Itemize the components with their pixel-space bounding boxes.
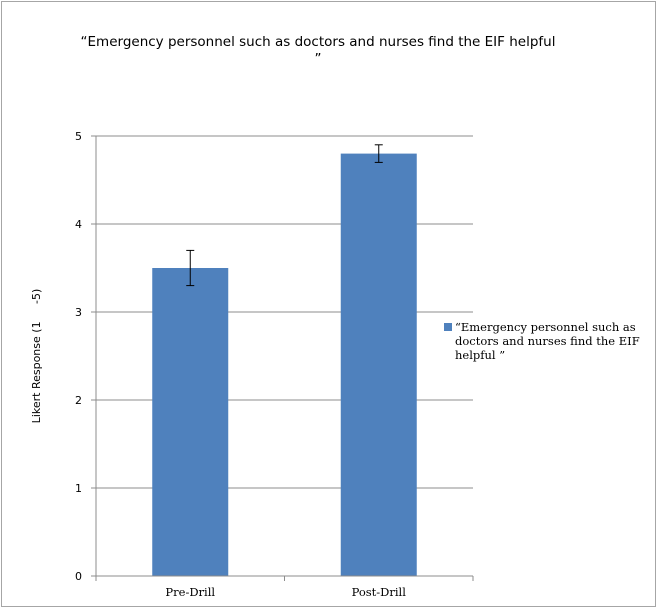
legend-label: “Emergency personnel such as doctors and…: [455, 320, 640, 362]
bar: [152, 268, 229, 576]
y-tick-label: 5: [75, 130, 82, 143]
x-tick-label: Post-Drill: [352, 585, 407, 599]
y-tick-label: 0: [75, 570, 82, 583]
error-bars: [186, 144, 383, 287]
y-tick-label: 1: [75, 482, 82, 495]
y-tick-label: 3: [75, 306, 82, 319]
x-tick-label: Pre-Drill: [165, 585, 215, 599]
y-tick-label: 2: [75, 394, 82, 407]
legend-swatch: [444, 323, 452, 331]
x-tick-labels: Pre-Drill Post-Drill: [165, 585, 406, 599]
chart-title: “Emergency personnel such as doctors and…: [80, 34, 556, 67]
y-tick-label: 4: [75, 218, 82, 231]
bar: [340, 153, 417, 576]
axes: [91, 135, 474, 581]
bars: [152, 153, 417, 576]
y-tick-labels: 0 1 2 3 4 5: [75, 130, 82, 583]
